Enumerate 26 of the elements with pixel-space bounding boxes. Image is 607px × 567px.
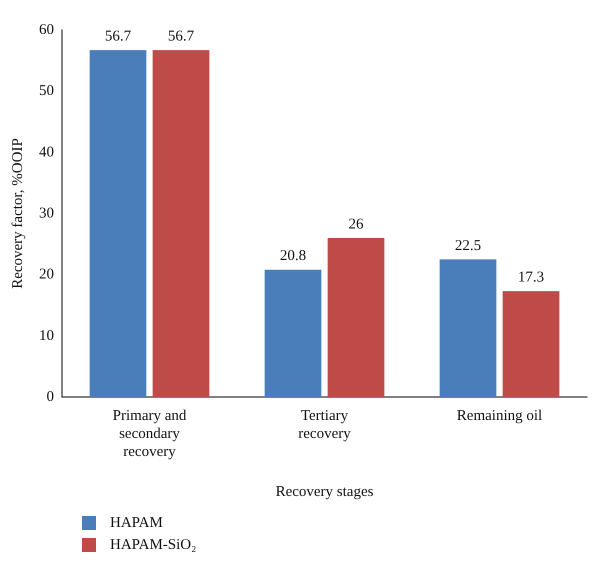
data-label: 56.7	[104, 28, 132, 45]
bar	[440, 259, 496, 397]
y-tick-label: 50	[39, 83, 54, 100]
legend-label: HAPAM-SiO₂	[110, 536, 196, 554]
data-label: 56.7	[168, 28, 195, 45]
data-label: 22.5	[454, 238, 482, 254]
data-label: 17.3	[518, 270, 544, 286]
x-axis-title: Recovery stages	[276, 484, 374, 500]
y-tick-label: 40	[39, 144, 54, 160]
y-tick-label: 30	[39, 205, 54, 222]
bar	[502, 291, 560, 397]
x-tick-label: Remaining oil	[456, 408, 542, 424]
legend-label: HAPAM	[110, 514, 163, 532]
y-tick-label: 20	[39, 266, 54, 283]
x-tick-label: Primary and secondary recovery	[112, 408, 187, 460]
bar	[328, 238, 384, 397]
y-tick-label: 10	[39, 328, 54, 344]
y-axis-title: Recovery factor, %OOIP	[10, 138, 26, 289]
data-label: 20.8	[280, 248, 306, 264]
bar	[264, 270, 322, 397]
y-tick-label: 60	[39, 22, 54, 38]
x-tick-label: Tertiary recovery	[298, 408, 352, 442]
data-label: 26	[348, 216, 364, 232]
y-tick-label: 0	[46, 388, 54, 405]
bar	[90, 50, 146, 397]
bar	[152, 50, 210, 397]
